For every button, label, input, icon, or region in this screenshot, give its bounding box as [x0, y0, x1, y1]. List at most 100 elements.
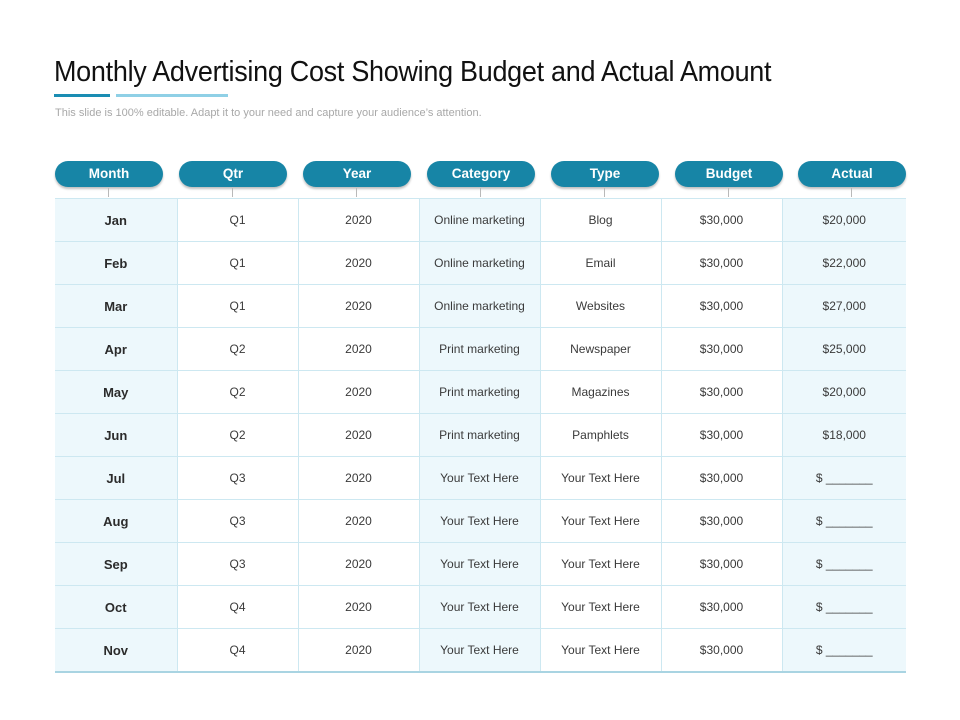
cell-type: Your Text Here	[539, 628, 661, 672]
header-pill-qtr: Qtr	[179, 161, 287, 187]
header-pill-month: Month	[55, 161, 163, 187]
cell-year: 2020	[297, 370, 419, 414]
cell-year: 2020	[297, 628, 419, 672]
cell-year: 2020	[297, 413, 419, 457]
table-body: Jan Q1 2020 Online marketing Blog $30,00…	[55, 198, 906, 672]
cell-actual: $ _______	[781, 628, 906, 672]
header-tick	[108, 188, 109, 197]
header-tick	[232, 188, 233, 197]
cell-qtr: Q1	[176, 241, 298, 285]
table-header-row: Month Qtr Year Category Type Budget Actu…	[55, 161, 906, 199]
table-row: Aug Q3 2020 Your Text Here Your Text Her…	[55, 499, 906, 543]
table-row: Feb Q1 2020 Online marketing Email $30,0…	[55, 241, 906, 285]
cell-actual: $25,000	[781, 327, 906, 371]
cell-category: Your Text Here	[418, 542, 540, 586]
cell-budget: $30,000	[660, 284, 782, 328]
header-qtr: Qtr	[179, 161, 287, 199]
cell-budget: $30,000	[660, 628, 782, 672]
cell-type: Your Text Here	[539, 585, 661, 629]
slide-title: Monthly Advertising Cost Showing Budget …	[54, 56, 772, 88]
cell-budget: $30,000	[660, 370, 782, 414]
header-type: Type	[551, 161, 659, 199]
cell-qtr: Q3	[176, 456, 298, 500]
cell-actual: $20,000	[781, 370, 906, 414]
table-row: Jan Q1 2020 Online marketing Blog $30,00…	[55, 198, 906, 242]
cell-type: Newspaper	[539, 327, 661, 371]
cell-qtr: Q3	[176, 542, 298, 586]
header-tick	[480, 188, 481, 197]
table-row: Jul Q3 2020 Your Text Here Your Text Her…	[55, 456, 906, 500]
cell-actual: $ _______	[781, 456, 906, 500]
cell-actual: $18,000	[781, 413, 906, 457]
cell-category: Print marketing	[418, 413, 540, 457]
cell-qtr: Q1	[176, 284, 298, 328]
cell-budget: $30,000	[660, 499, 782, 543]
cell-actual: $20,000	[781, 198, 906, 242]
header-pill-year: Year	[303, 161, 411, 187]
cell-type: Your Text Here	[539, 456, 661, 500]
header-year: Year	[303, 161, 411, 199]
cell-category: Your Text Here	[418, 499, 540, 543]
cell-qtr: Q4	[176, 585, 298, 629]
cell-year: 2020	[297, 542, 419, 586]
cell-month: Jun	[55, 413, 177, 457]
cell-month: Mar	[55, 284, 177, 328]
cell-budget: $30,000	[660, 456, 782, 500]
cell-qtr: Q2	[176, 413, 298, 457]
cell-type: Pamphlets	[539, 413, 661, 457]
cell-month: Jan	[55, 198, 177, 242]
cell-qtr: Q3	[176, 499, 298, 543]
slide-subtitle: This slide is 100% editable. Adapt it to…	[55, 107, 482, 119]
cell-actual: $ _______	[781, 542, 906, 586]
cell-type: Magazines	[539, 370, 661, 414]
title-accent-line-light	[116, 94, 228, 97]
cell-qtr: Q1	[176, 198, 298, 242]
cell-year: 2020	[297, 198, 419, 242]
table-row: Mar Q1 2020 Online marketing Websites $3…	[55, 284, 906, 328]
cell-actual: $27,000	[781, 284, 906, 328]
cell-month: Nov	[55, 628, 177, 672]
cell-qtr: Q4	[176, 628, 298, 672]
cell-actual: $ _______	[781, 499, 906, 543]
advertising-cost-table: Jan Q1 2020 Online marketing Blog $30,00…	[55, 198, 906, 673]
cell-type: Your Text Here	[539, 542, 661, 586]
cell-category: Your Text Here	[418, 585, 540, 629]
cell-type: Websites	[539, 284, 661, 328]
cell-category: Your Text Here	[418, 628, 540, 672]
cell-category: Online marketing	[418, 241, 540, 285]
cell-actual: $22,000	[781, 241, 906, 285]
table-row: Oct Q4 2020 Your Text Here Your Text Her…	[55, 585, 906, 629]
header-pill-category: Category	[427, 161, 535, 187]
cell-year: 2020	[297, 456, 419, 500]
cell-category: Your Text Here	[418, 456, 540, 500]
cell-budget: $30,000	[660, 198, 782, 242]
cell-budget: $30,000	[660, 327, 782, 371]
cell-budget: $30,000	[660, 542, 782, 586]
cell-month: May	[55, 370, 177, 414]
table-row: Sep Q3 2020 Your Text Here Your Text Her…	[55, 542, 906, 586]
header-tick	[604, 188, 605, 197]
cell-year: 2020	[297, 284, 419, 328]
cell-actual: $ _______	[781, 585, 906, 629]
header-tick	[356, 188, 357, 197]
cell-month: Oct	[55, 585, 177, 629]
header-category: Category	[427, 161, 535, 199]
cell-category: Online marketing	[418, 198, 540, 242]
cell-month: Sep	[55, 542, 177, 586]
cell-type: Email	[539, 241, 661, 285]
header-pill-budget: Budget	[675, 161, 783, 187]
cell-budget: $30,000	[660, 241, 782, 285]
header-pill-actual: Actual	[798, 161, 906, 187]
cell-type: Blog	[539, 198, 661, 242]
cell-qtr: Q2	[176, 370, 298, 414]
cell-year: 2020	[297, 499, 419, 543]
cell-year: 2020	[297, 327, 419, 371]
table-row: Nov Q4 2020 Your Text Here Your Text Her…	[55, 628, 906, 672]
cell-budget: $30,000	[660, 585, 782, 629]
cell-year: 2020	[297, 585, 419, 629]
cell-type: Your Text Here	[539, 499, 661, 543]
header-month: Month	[55, 161, 163, 199]
cell-category: Online marketing	[418, 284, 540, 328]
table-row: May Q2 2020 Print marketing Magazines $3…	[55, 370, 906, 414]
header-budget: Budget	[675, 161, 783, 199]
